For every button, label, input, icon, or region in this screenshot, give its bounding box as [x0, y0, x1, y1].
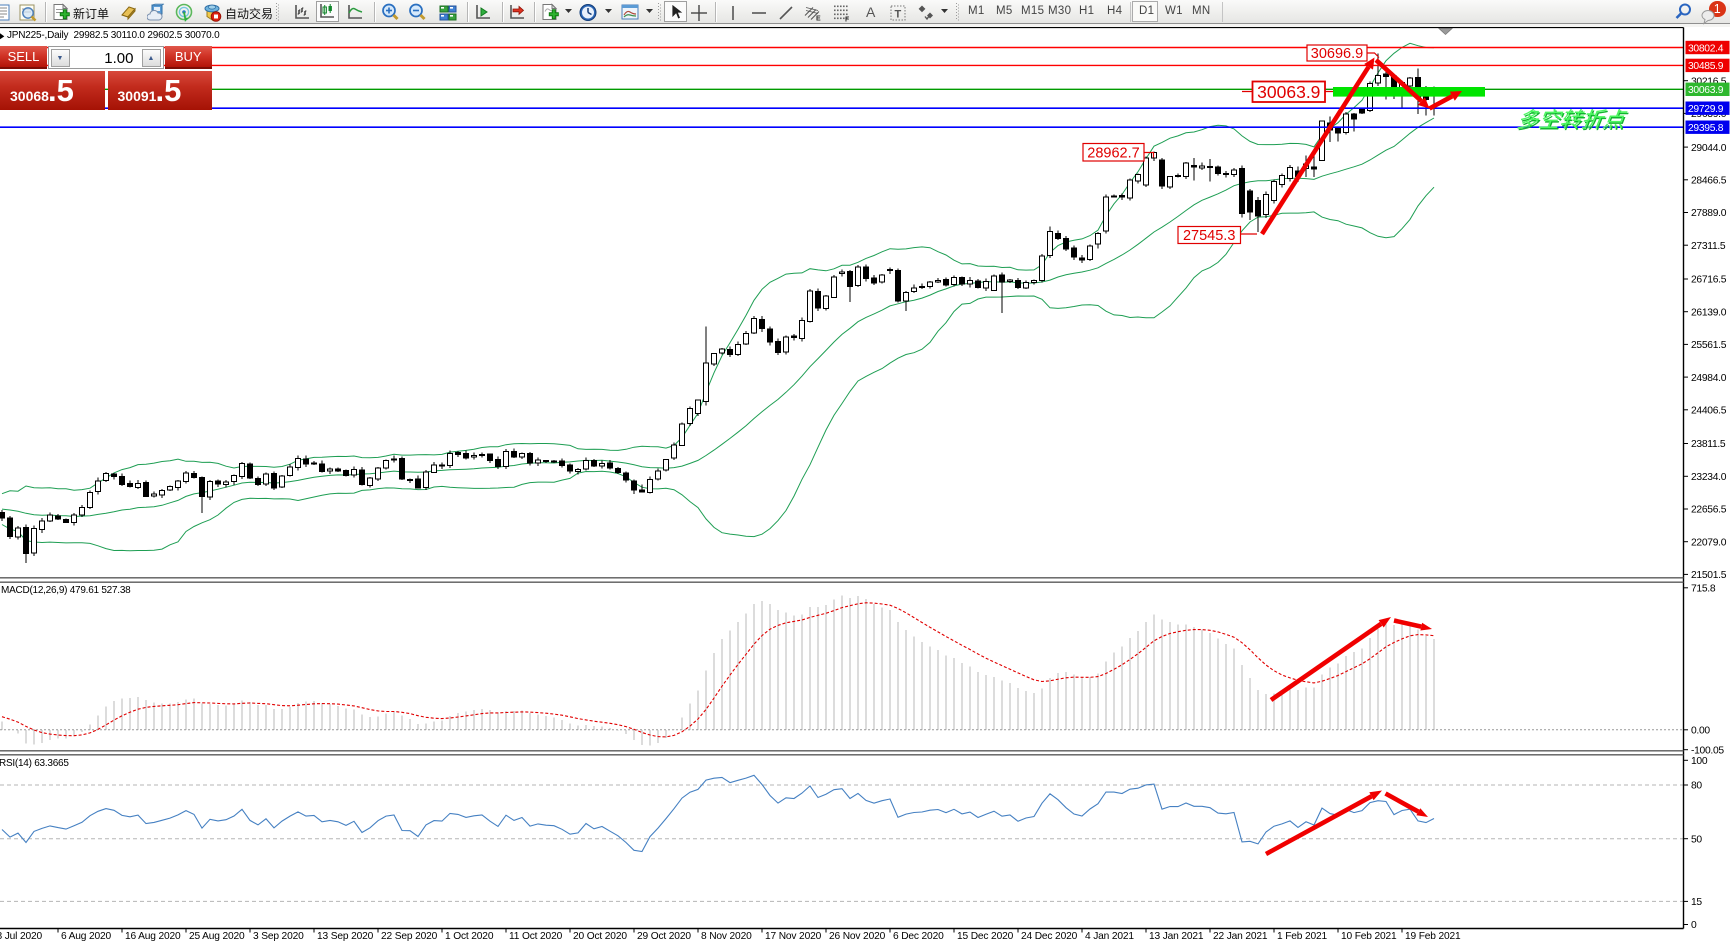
svg-text:21501.5: 21501.5 — [1691, 570, 1727, 581]
svg-text:T: T — [895, 9, 902, 21]
svg-text:多空转折点: 多空转折点 — [1516, 108, 1629, 133]
svg-text:23234.0: 23234.0 — [1691, 472, 1727, 483]
svg-text:25 Aug 2020: 25 Aug 2020 — [189, 931, 245, 941]
svg-text:6 Aug 2020: 6 Aug 2020 — [61, 931, 112, 941]
svg-text:13 Sep 2020: 13 Sep 2020 — [317, 931, 374, 941]
svg-text:30216.5: 30216.5 — [1691, 76, 1727, 87]
svg-text:23811.5: 23811.5 — [1691, 439, 1726, 450]
svg-text:100: 100 — [1691, 756, 1708, 767]
svg-text:715.8: 715.8 — [1691, 584, 1716, 595]
svg-text:1 Feb 2021: 1 Feb 2021 — [1277, 931, 1328, 941]
svg-text:RSI(14) 63.3665: RSI(14) 63.3665 — [0, 758, 69, 769]
svg-text:8 Nov 2020: 8 Nov 2020 — [701, 931, 752, 941]
svg-text:25561.5: 25561.5 — [1691, 340, 1727, 351]
svg-text:0: 0 — [1691, 920, 1697, 931]
svg-text:24 Dec 2020: 24 Dec 2020 — [1021, 931, 1078, 941]
svg-text:E: E — [816, 16, 821, 23]
svg-text:22 Sep 2020: 22 Sep 2020 — [381, 931, 438, 941]
svg-text:MACD(12,26,9) 479.61 527.38: MACD(12,26,9) 479.61 527.38 — [1, 585, 131, 596]
svg-text:22 Jan 2021: 22 Jan 2021 — [1213, 931, 1268, 941]
svg-text:26 Nov 2020: 26 Nov 2020 — [829, 931, 886, 941]
svg-text:3 Sep 2020: 3 Sep 2020 — [253, 931, 304, 941]
svg-text:F: F — [845, 17, 850, 24]
svg-text:24406.5: 24406.5 — [1691, 406, 1727, 417]
svg-text:10 Feb 2021: 10 Feb 2021 — [1341, 931, 1397, 941]
svg-text:JPN225-,Daily 29982.5 30110.0: JPN225-,Daily 29982.5 30110.0 29602.5 30… — [7, 30, 220, 41]
svg-text:16 Aug 2020: 16 Aug 2020 — [125, 931, 181, 941]
svg-text:0.00: 0.00 — [1691, 726, 1710, 737]
svg-text:27545.3: 27545.3 — [1183, 228, 1235, 244]
svg-text:50: 50 — [1691, 834, 1702, 845]
svg-text:22656.5: 22656.5 — [1691, 505, 1727, 516]
svg-text:30696.9: 30696.9 — [1311, 46, 1363, 62]
svg-text:27889.0: 27889.0 — [1691, 208, 1727, 219]
svg-text:28466.5: 28466.5 — [1691, 176, 1727, 187]
svg-text:29 Oct 2020: 29 Oct 2020 — [637, 931, 691, 941]
svg-text:15 Dec 2020: 15 Dec 2020 — [957, 931, 1014, 941]
svg-text:30485.9: 30485.9 — [1688, 61, 1724, 72]
svg-text:28962.7: 28962.7 — [1087, 146, 1139, 162]
svg-text:19 Feb 2021: 19 Feb 2021 — [1405, 931, 1461, 941]
svg-text:30063.9: 30063.9 — [1257, 82, 1320, 102]
svg-text:17 Nov 2020: 17 Nov 2020 — [765, 931, 822, 941]
svg-text:多空转折点: 多空转折点 — [1515, 107, 1628, 132]
svg-text:4 Jan 2021: 4 Jan 2021 — [1085, 931, 1134, 941]
svg-text:80: 80 — [1691, 781, 1702, 792]
svg-text:28 Jul 2020: 28 Jul 2020 — [0, 931, 43, 941]
svg-text:30802.4: 30802.4 — [1688, 43, 1724, 54]
svg-text:6 Dec 2020: 6 Dec 2020 — [893, 931, 944, 941]
svg-text:11 Oct 2020: 11 Oct 2020 — [509, 931, 563, 941]
svg-text:-100.05: -100.05 — [1691, 745, 1724, 756]
svg-text:29044.0: 29044.0 — [1691, 143, 1727, 154]
svg-text:1 Oct 2020: 1 Oct 2020 — [445, 931, 494, 941]
svg-text:26139.0: 26139.0 — [1691, 307, 1727, 318]
svg-text:26716.5: 26716.5 — [1691, 275, 1727, 286]
svg-text:22079.0: 22079.0 — [1691, 537, 1727, 548]
svg-text:20 Oct 2020: 20 Oct 2020 — [573, 931, 627, 941]
svg-text:24984.0: 24984.0 — [1691, 373, 1727, 384]
svg-text:15: 15 — [1691, 897, 1702, 908]
svg-text:27311.5: 27311.5 — [1691, 241, 1726, 252]
svg-text:29395.8: 29395.8 — [1688, 123, 1724, 134]
svg-text:30063.9: 30063.9 — [1688, 85, 1724, 96]
svg-text:13 Jan 2021: 13 Jan 2021 — [1149, 931, 1204, 941]
svg-text:29729.9: 29729.9 — [1688, 104, 1724, 115]
